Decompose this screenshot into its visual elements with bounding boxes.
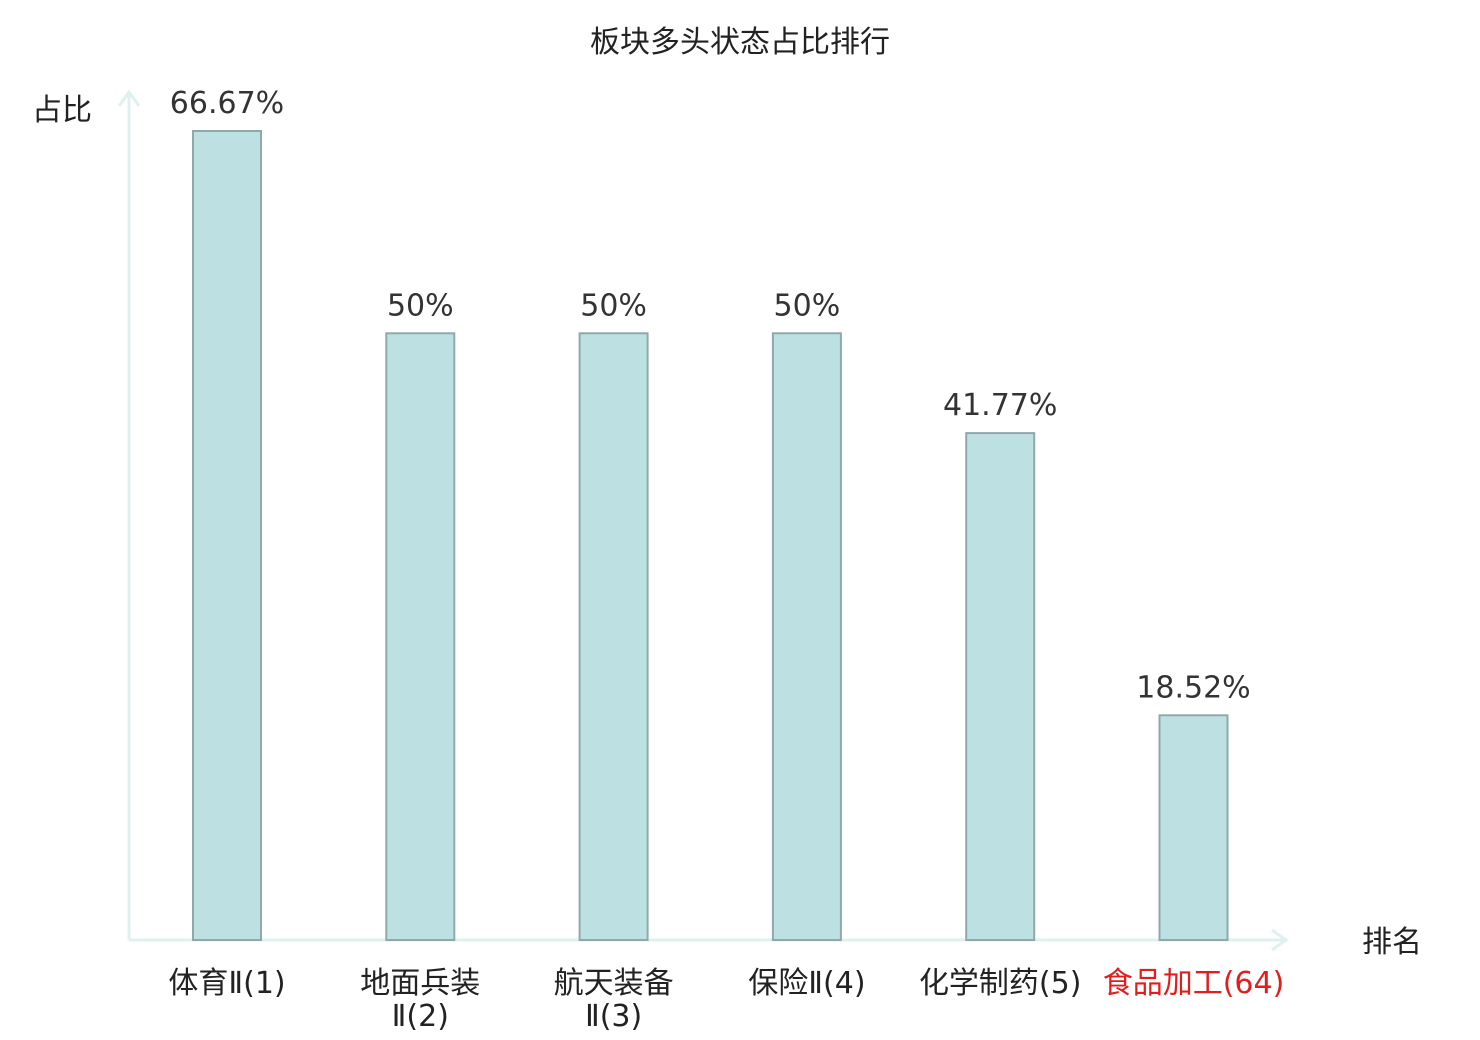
y-axis-arrow — [117, 89, 141, 107]
x-tick-label: Ⅱ(2) — [392, 999, 449, 1034]
value-label-group: 66.67% 50% 50% 50% 41.77% 18.52% — [170, 86, 1251, 705]
bar — [385, 332, 456, 941]
bar — [771, 332, 842, 941]
bar — [578, 332, 649, 941]
data-label: 66.67% — [170, 86, 284, 121]
x-axis-label: 排名 — [1362, 925, 1422, 960]
x-tick-label: 食品加工(64) — [1103, 966, 1285, 1001]
x-axis-arrow — [1271, 928, 1289, 952]
y-axis-label: 占比 — [32, 93, 92, 128]
x-tick-label: 化学制药(5) — [919, 966, 1082, 1001]
bar-group — [192, 130, 1229, 941]
data-label: 50% — [580, 288, 647, 323]
x-tick-label: 保险Ⅱ(4) — [748, 966, 865, 1001]
data-label: 50% — [774, 288, 841, 323]
data-label: 41.77% — [943, 388, 1057, 423]
bar — [965, 432, 1036, 941]
data-label: 18.52% — [1136, 670, 1250, 705]
data-label: 50% — [387, 288, 454, 323]
x-tick-label: Ⅱ(3) — [585, 999, 642, 1034]
axes — [117, 89, 1289, 952]
x-tick-label: 体育Ⅱ(1) — [168, 966, 285, 1001]
x-tick-label: 航天装备 — [554, 966, 674, 1001]
bar — [192, 130, 262, 941]
chart-title: 板块多头状态占比排行 — [590, 25, 890, 60]
x-tick-label: 地面兵装 — [360, 966, 480, 1001]
bar — [1158, 714, 1229, 941]
